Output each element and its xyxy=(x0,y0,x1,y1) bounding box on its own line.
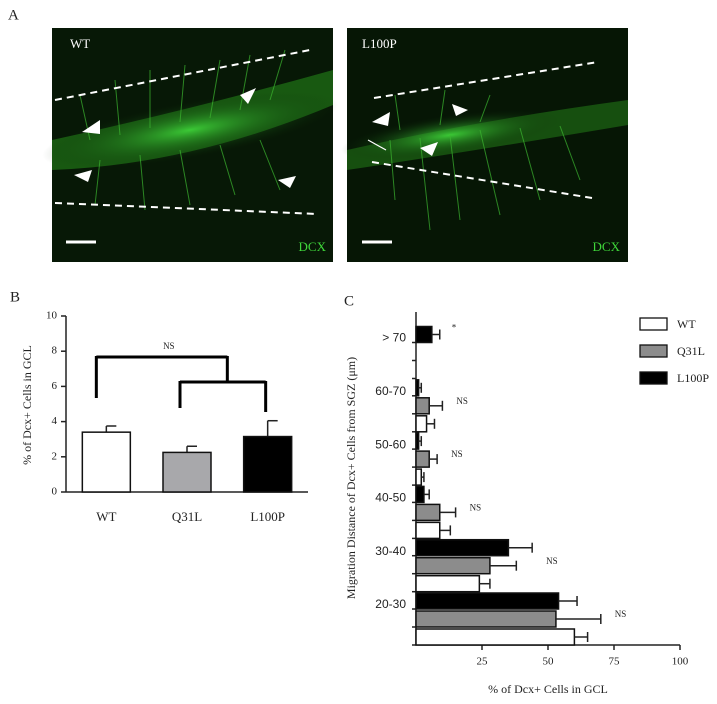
legend-swatch xyxy=(639,317,668,331)
bar xyxy=(415,450,430,468)
legend-label: L100P xyxy=(677,371,709,385)
micrograph: L100P DCX xyxy=(341,28,628,262)
bar xyxy=(415,325,433,344)
annotation: NS xyxy=(470,502,482,512)
stain-label: DCX xyxy=(299,239,327,254)
y-tick-label: > 70 xyxy=(382,331,406,345)
bar xyxy=(415,415,428,433)
y-tick-label: 2 xyxy=(52,450,58,462)
bar xyxy=(415,503,441,522)
y-tick-label: 60-70 xyxy=(375,384,406,398)
annotation: NS xyxy=(546,556,558,566)
image-label: L100P xyxy=(362,36,397,51)
x-tick-label: Q31L xyxy=(172,509,202,524)
legend-swatch xyxy=(639,344,668,358)
legend-label: Q31L xyxy=(677,344,705,358)
bar xyxy=(415,628,576,646)
legend-swatch xyxy=(639,371,668,385)
panel-label: A xyxy=(8,7,19,23)
annotation: NS xyxy=(451,449,463,459)
x-tick-label: 100 xyxy=(672,656,689,668)
y-tick-label: 6 xyxy=(52,380,58,392)
bar xyxy=(415,521,441,540)
legend-label: WT xyxy=(677,317,696,331)
bar xyxy=(415,485,425,504)
image-label: WT xyxy=(70,36,90,51)
bar xyxy=(242,435,293,493)
bar xyxy=(415,538,510,557)
annotation: NS xyxy=(615,609,627,619)
annotation: * xyxy=(452,323,457,333)
y-tick-label: 20-30 xyxy=(375,597,406,611)
y-tick-label: 0 xyxy=(52,486,58,498)
x-tick-label: L100P xyxy=(250,509,285,524)
x-tick-label: 50 xyxy=(543,656,555,668)
bar xyxy=(415,610,557,628)
y-tick-label: 8 xyxy=(52,345,58,357)
annotation: NS xyxy=(163,341,175,351)
x-tick-label: 25 xyxy=(477,656,489,668)
bar xyxy=(415,379,420,397)
bar xyxy=(415,432,420,450)
y-axis-label: % of Dcx+ Cells in GCL xyxy=(20,345,34,465)
panel-label: C xyxy=(344,293,354,309)
bar xyxy=(162,451,212,493)
bar xyxy=(415,397,430,415)
x-axis-label: % of Dcx+ Cells in GCL xyxy=(488,682,608,696)
y-axis-label: Migration Distance of Dcx+ Cells from SG… xyxy=(344,357,358,599)
y-tick-label: 50-60 xyxy=(375,437,406,451)
y-tick-label: 40-50 xyxy=(375,491,406,505)
y-tick-label: 4 xyxy=(52,415,58,427)
bar xyxy=(415,592,560,610)
y-tick-label: 10 xyxy=(46,310,58,322)
x-tick-label: 75 xyxy=(609,656,621,668)
panel-label: B xyxy=(10,289,20,305)
bar xyxy=(415,574,481,593)
bar xyxy=(81,431,132,493)
y-tick-label: 30-40 xyxy=(375,544,406,558)
bar xyxy=(415,556,491,575)
bar xyxy=(415,468,423,486)
annotation: NS xyxy=(456,396,468,406)
stain-label: DCX xyxy=(593,239,621,254)
x-tick-label: WT xyxy=(96,509,116,524)
micrograph: WT DCX xyxy=(42,28,338,262)
